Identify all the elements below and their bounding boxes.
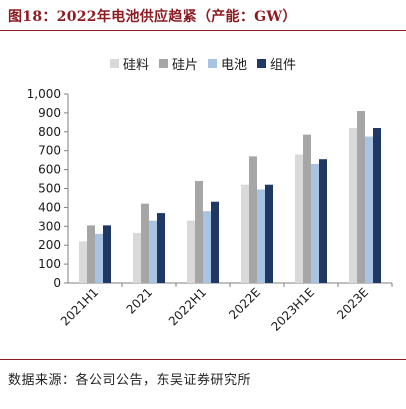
bar-3-3	[265, 184, 273, 283]
bar-1-3	[249, 156, 257, 283]
bar-1-0	[87, 225, 95, 283]
source-rule	[0, 359, 406, 360]
x-tick-label: 2021	[124, 285, 155, 316]
bar-2-5	[365, 136, 373, 283]
figure-title: 图18：2022年电池供应趋紧（产能：GW）	[8, 9, 297, 25]
bar-3-2	[211, 201, 219, 283]
bar-3-1	[157, 213, 165, 283]
legend-swatch-0	[109, 59, 119, 68]
y-tick-label: 200	[38, 238, 61, 252]
source-note: 数据来源：各公司公告，东吴证券研究所	[8, 373, 252, 388]
y-tick-label: 800	[38, 125, 61, 139]
legend-swatch-3	[257, 59, 267, 68]
y-tick-label: 600	[38, 163, 61, 177]
legend-label-3: 组件	[270, 58, 297, 73]
x-tick-label: 2022H1	[166, 285, 209, 328]
bar-2-0	[95, 233, 103, 283]
legend-item-1: 硅片	[158, 54, 198, 73]
bar-3-0	[103, 225, 111, 283]
legend-item-0: 硅料	[109, 54, 149, 73]
bar-3-5	[373, 128, 381, 283]
y-tick-label: 1,000	[27, 87, 61, 101]
y-tick-label: 100	[38, 257, 61, 271]
legend-swatch-2	[208, 59, 217, 68]
legend-item-2: 电池	[208, 54, 247, 73]
bar-0-1	[133, 232, 141, 283]
y-tick-label: 400	[38, 200, 61, 214]
y-tick-label: 900	[38, 106, 61, 120]
x-tick-label: 2022E	[226, 285, 263, 322]
bar-2-2	[203, 211, 211, 283]
y-tick-label: 300	[38, 219, 61, 233]
bar-0-0	[79, 241, 87, 283]
bar-0-3	[241, 184, 249, 283]
chart-legend: 硅料 硅片 电池 组件	[0, 54, 406, 73]
bar-2-4	[311, 163, 319, 283]
y-tick-label: 0	[53, 276, 61, 290]
bar-2-3	[257, 189, 265, 283]
legend-label-2: 电池	[221, 58, 248, 73]
bar-chart: 0 100 200 300 400 500 600 700 800 900 1,000 2021H1 2…	[27, 87, 393, 334]
bar-1-2	[195, 180, 203, 283]
x-tick-label: 2023E	[334, 285, 371, 322]
bar-1-4	[303, 134, 311, 283]
bar-1-1	[141, 203, 149, 283]
bar-0-5	[349, 128, 357, 283]
x-tick-label: 2023H1E	[268, 285, 317, 334]
legend-swatch-1	[158, 59, 168, 68]
bar-3-4	[319, 159, 327, 283]
y-tick-label: 700	[38, 144, 61, 158]
y-tick-label: 500	[38, 182, 61, 196]
bar-0-4	[295, 154, 303, 283]
legend-item-3: 组件	[257, 54, 296, 73]
bar-0-2	[187, 220, 195, 283]
legend-label-0: 硅料	[122, 58, 149, 73]
bar-2-1	[149, 220, 157, 283]
title-rule	[0, 30, 406, 31]
bar-1-5	[357, 111, 365, 283]
legend-label-1: 硅片	[171, 58, 198, 73]
x-tick-label: 2021H1	[58, 285, 101, 328]
